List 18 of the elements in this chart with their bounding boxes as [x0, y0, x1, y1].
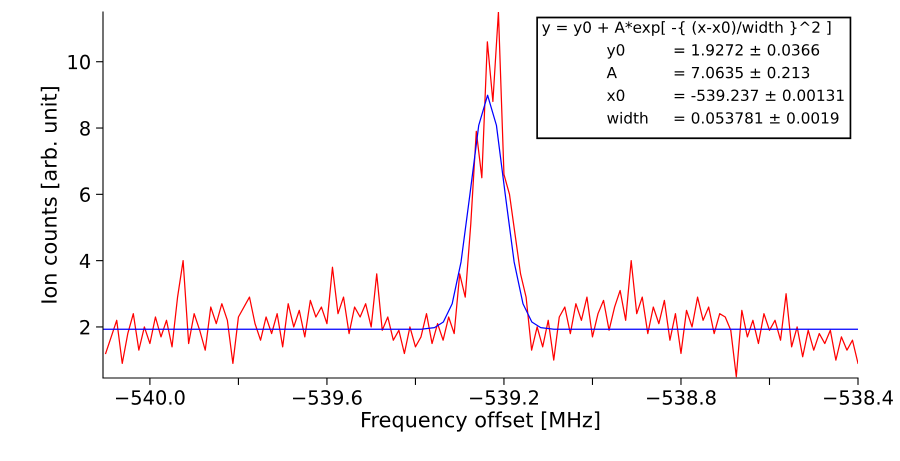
y-tick-label: 8: [80, 120, 90, 136]
y-axis-title: Ion counts [arb. unit]: [40, 87, 60, 303]
line-series: [105, 12, 858, 378]
y-tick-label: 6: [80, 187, 90, 202]
x-tick-label: −539.2: [470, 390, 538, 405]
x-tick-label: −538.8: [647, 390, 716, 405]
x-axis-title: Frequency offset [MHz]: [362, 411, 600, 432]
text: A = 7.0635 ± 0.213: [606, 66, 810, 78]
annotation: y = y0 + A*exp[ -{ (x-x0)/width }^2 ]: [542, 21, 830, 36]
x-tick-label: −540.0: [116, 390, 185, 405]
y-tick-label: 2: [80, 320, 90, 334]
x-tick-label: −538.4: [824, 390, 893, 405]
y-tick-label: 10: [68, 54, 90, 70]
y-tick-label: 4: [80, 254, 90, 268]
x-tick-label: −539.6: [293, 390, 362, 405]
text: width = 0.053781 ± 0.0019: [607, 112, 838, 124]
text: y0 = 1.9272 ± 0.0366: [607, 44, 820, 59]
text: x0 = -539.237 ± 0.00131: [607, 89, 844, 102]
